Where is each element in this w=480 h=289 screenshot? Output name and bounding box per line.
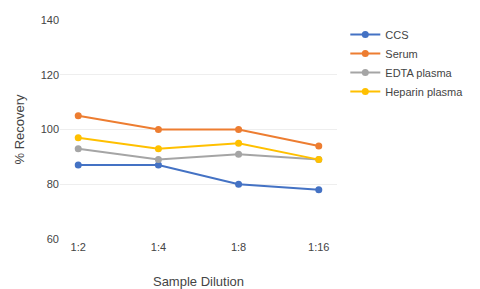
- svg-text:1:16: 1:16: [308, 241, 329, 253]
- svg-text:60: 60: [47, 233, 59, 245]
- svg-text:120: 120: [41, 69, 59, 81]
- svg-text:EDTA plasma: EDTA plasma: [385, 67, 452, 79]
- svg-text:80: 80: [47, 178, 59, 190]
- svg-text:100: 100: [41, 123, 59, 135]
- svg-text:1:2: 1:2: [71, 241, 86, 253]
- svg-text:1:4: 1:4: [151, 241, 166, 253]
- svg-text:Sample Dilution: Sample Dilution: [153, 274, 244, 289]
- svg-text:% Recovery: % Recovery: [12, 94, 27, 165]
- svg-text:Heparin plasma: Heparin plasma: [385, 86, 463, 98]
- svg-text:140: 140: [41, 14, 59, 26]
- svg-text:1:8: 1:8: [231, 241, 246, 253]
- svg-text:CCS: CCS: [385, 29, 408, 41]
- svg-text:Serum: Serum: [385, 48, 417, 60]
